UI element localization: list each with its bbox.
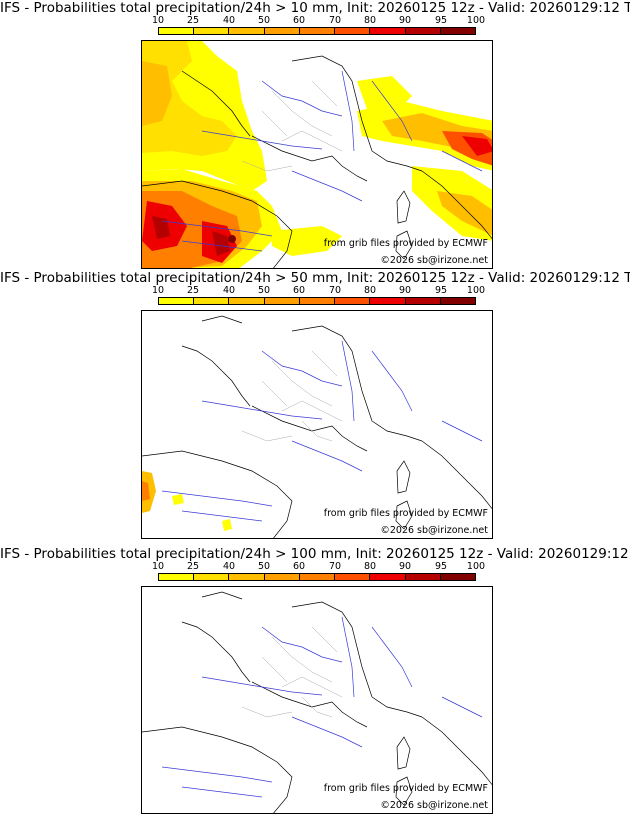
regional-borders bbox=[241, 80, 343, 172]
copyright: ©2026 sb@irizone.net bbox=[380, 525, 488, 536]
colorbar-swatch bbox=[264, 574, 300, 580]
colorbar-swatch bbox=[440, 298, 475, 304]
colorbar-swatch bbox=[370, 28, 406, 34]
probability-map: from grib files provided by ECMWF ©2026 … bbox=[141, 310, 493, 539]
colorbar-label: 60 bbox=[292, 15, 306, 26]
colorbar-label: 50 bbox=[257, 561, 271, 572]
colorbar bbox=[158, 27, 476, 35]
colorbar-label: 60 bbox=[292, 561, 306, 572]
colorbar-label: 50 bbox=[257, 15, 271, 26]
source-credit: from grib files provided by ECMWF bbox=[323, 508, 488, 519]
colorbar-swatch bbox=[229, 298, 265, 304]
precip-shading bbox=[142, 41, 492, 268]
colorbar bbox=[158, 297, 476, 305]
panel-title: IFS - Probabilities total precipitation/… bbox=[0, 0, 630, 16]
map-canvas bbox=[142, 591, 492, 813]
colorbar-label: 90 bbox=[398, 561, 412, 572]
colorbar-swatch bbox=[440, 28, 475, 34]
colorbar-labels: 10 25 40 50 60 70 80 90 95 100 bbox=[152, 286, 488, 296]
colorbar-swatch bbox=[299, 574, 336, 580]
colorbar-label: 70 bbox=[328, 285, 342, 296]
map-panel-50mm: IFS - Probabilities total precipitation/… bbox=[0, 270, 630, 540]
colorbar-swatch bbox=[159, 574, 195, 580]
source-credit: from grib files provided by ECMWF bbox=[323, 783, 488, 794]
colorbar-swatch bbox=[264, 298, 300, 304]
colorbar-label: 100 bbox=[466, 15, 486, 26]
colorbar-swatch bbox=[335, 28, 371, 34]
colorbar-label: 60 bbox=[292, 285, 306, 296]
colorbar-label: 100 bbox=[466, 561, 486, 572]
colorbar-swatch bbox=[370, 298, 406, 304]
colorbar-labels: 10 25 40 50 60 70 80 90 95 100 bbox=[152, 562, 488, 572]
precip-shading bbox=[142, 471, 232, 531]
probability-map: from grib files provided by ECMWF ©2026 … bbox=[141, 586, 493, 814]
colorbar-swatch bbox=[299, 298, 336, 304]
colorbar-label: 95 bbox=[434, 15, 448, 26]
colorbar-swatch bbox=[405, 574, 441, 580]
map-panel-100mm: IFS - Probabilities total precipitation/… bbox=[0, 546, 630, 816]
regional-borders bbox=[241, 626, 343, 718]
map-panel-10mm: IFS - Probabilities total precipitation/… bbox=[0, 0, 630, 270]
colorbar-swatch bbox=[159, 298, 195, 304]
colorbar-swatch bbox=[405, 298, 441, 304]
copyright: ©2026 sb@irizone.net bbox=[380, 255, 488, 266]
colorbar-swatch bbox=[405, 28, 441, 34]
colorbar-label: 80 bbox=[363, 561, 377, 572]
colorbar-label: 10 bbox=[151, 15, 165, 26]
colorbar-label: 100 bbox=[466, 285, 486, 296]
colorbar-label: 90 bbox=[398, 285, 412, 296]
country-borders bbox=[142, 591, 492, 813]
colorbar-label: 40 bbox=[222, 561, 236, 572]
country-borders bbox=[142, 315, 492, 538]
colorbar-label: 70 bbox=[328, 15, 342, 26]
colorbar-label: 10 bbox=[151, 285, 165, 296]
colorbar-label: 70 bbox=[328, 561, 342, 572]
map-canvas bbox=[142, 315, 492, 538]
panel-title: IFS - Probabilities total precipitation/… bbox=[0, 270, 630, 286]
colorbar-swatch bbox=[229, 574, 265, 580]
colorbar-swatch bbox=[159, 28, 195, 34]
colorbar-label: 25 bbox=[186, 561, 200, 572]
colorbar-swatch bbox=[299, 28, 336, 34]
colorbar-swatch bbox=[264, 28, 300, 34]
colorbar-label: 25 bbox=[186, 285, 200, 296]
colorbar-label: 10 bbox=[151, 561, 165, 572]
colorbar-swatch bbox=[440, 574, 475, 580]
colorbar-swatch bbox=[335, 298, 371, 304]
colorbar-swatch bbox=[335, 574, 371, 580]
panel-title: IFS - Probabilities total precipitation/… bbox=[0, 546, 630, 562]
rivers bbox=[161, 616, 483, 798]
colorbar-labels: 10 25 40 50 60 70 80 90 95 100 bbox=[152, 16, 488, 26]
colorbar-label: 80 bbox=[363, 285, 377, 296]
colorbar-label: 50 bbox=[257, 285, 271, 296]
colorbar bbox=[158, 573, 476, 581]
colorbar-label: 90 bbox=[398, 15, 412, 26]
colorbar-swatch bbox=[194, 574, 230, 580]
colorbar-label: 95 bbox=[434, 285, 448, 296]
probability-map: from grib files provided by ECMWF ©2026 … bbox=[141, 40, 493, 269]
colorbar-label: 25 bbox=[186, 15, 200, 26]
colorbar-swatch bbox=[194, 298, 230, 304]
rivers bbox=[161, 340, 483, 522]
map-canvas bbox=[142, 41, 492, 268]
colorbar-label: 80 bbox=[363, 15, 377, 26]
rivers bbox=[161, 70, 483, 252]
copyright: ©2026 sb@irizone.net bbox=[380, 800, 488, 811]
colorbar-label: 40 bbox=[222, 15, 236, 26]
country-borders bbox=[142, 55, 492, 268]
colorbar-swatch bbox=[194, 28, 230, 34]
regional-borders bbox=[241, 350, 343, 442]
colorbar-swatch bbox=[229, 28, 265, 34]
colorbar-label: 40 bbox=[222, 285, 236, 296]
source-credit: from grib files provided by ECMWF bbox=[323, 238, 488, 249]
colorbar-label: 95 bbox=[434, 561, 448, 572]
colorbar-swatch bbox=[370, 574, 406, 580]
